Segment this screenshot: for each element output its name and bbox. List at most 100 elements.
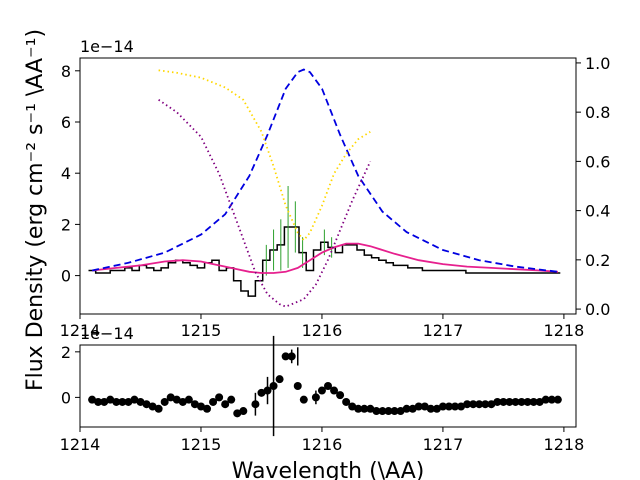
y-tick-label: 0 xyxy=(61,388,71,407)
residual-point xyxy=(469,400,478,409)
residual-point xyxy=(402,404,411,413)
observed-flux-line xyxy=(88,226,561,297)
residual-point xyxy=(239,407,248,416)
residual-point xyxy=(257,388,266,397)
top-plot-area xyxy=(79,57,577,315)
bottom-series-group xyxy=(88,335,562,437)
residual-point xyxy=(451,402,460,411)
residual-point xyxy=(160,397,169,406)
top-y-axis: 0 2 4 6 8 xyxy=(61,62,80,286)
intrinsic-profile-line xyxy=(91,68,559,273)
transmission-curve-1 xyxy=(158,69,371,242)
x-tick-label: 1215 xyxy=(181,321,222,340)
residual-point xyxy=(190,400,199,409)
y-tick-label: 0 xyxy=(61,267,71,286)
residual-point xyxy=(457,402,466,411)
residual-point xyxy=(511,397,520,406)
residual-point xyxy=(547,395,556,404)
residual-point xyxy=(154,404,163,413)
x-tick-label: 1215 xyxy=(181,435,222,454)
residual-point xyxy=(178,397,187,406)
bottom-y-axis: 02 xyxy=(61,343,80,407)
residual-point xyxy=(541,395,550,404)
residual-point xyxy=(378,407,387,416)
residual-point xyxy=(311,393,320,402)
residual-point xyxy=(251,400,260,409)
bottom-offset-label: 1e−14 xyxy=(80,324,134,343)
residual-point xyxy=(221,400,230,409)
residual-point xyxy=(317,386,326,395)
residual-point xyxy=(88,395,97,404)
residual-point xyxy=(118,397,127,406)
residual-point xyxy=(142,400,151,409)
residual-point xyxy=(529,397,538,406)
residual-point xyxy=(215,393,224,402)
x-tick-label: 1214 xyxy=(60,435,101,454)
transmission-curve-2 xyxy=(158,99,372,308)
top-series-group xyxy=(88,68,561,308)
residual-point xyxy=(523,397,532,406)
residual-point xyxy=(487,400,496,409)
residual-point xyxy=(481,400,490,409)
bottom-panel: 1214 1215 1216 1217 1218 02 1e−14 xyxy=(60,324,585,454)
y2-tick-label: 0.6 xyxy=(585,152,610,171)
residual-point xyxy=(414,402,423,411)
residual-point xyxy=(366,404,375,413)
model-flux-line xyxy=(92,242,558,274)
top-x-axis: 1214 1215 1216 1217 1218 xyxy=(60,314,585,340)
residual-point xyxy=(130,395,139,404)
x-tick-label: 1216 xyxy=(302,435,343,454)
y-tick-label: 6 xyxy=(61,113,71,132)
residual-point xyxy=(196,402,205,411)
residual-point xyxy=(293,382,302,390)
y2-tick-label: 1.0 xyxy=(585,54,610,73)
residual-point xyxy=(499,397,508,406)
top-y2-axis: 0.0 0.2 0.4 0.6 0.8 1.0 xyxy=(576,54,610,319)
y2-tick-label: 0.0 xyxy=(585,300,610,319)
residual-point xyxy=(535,397,544,406)
y2-tick-label: 0.8 xyxy=(585,103,610,122)
residual-point xyxy=(517,397,526,406)
y-tick-label: 8 xyxy=(61,62,71,81)
y2-tick-label: 0.4 xyxy=(585,202,610,221)
residual-point xyxy=(426,404,435,413)
residual-point xyxy=(360,404,369,413)
top-offset-label: 1e−14 xyxy=(80,37,134,56)
y-tick-label: 4 xyxy=(61,164,71,183)
residual-point xyxy=(172,395,181,404)
x-tick-label: 1218 xyxy=(544,435,585,454)
residual-point xyxy=(432,404,441,413)
residual-point xyxy=(166,393,175,402)
residual-point xyxy=(463,400,472,409)
residual-point xyxy=(263,386,272,395)
residual-point xyxy=(390,407,399,416)
x-tick-label: 1218 xyxy=(544,321,585,340)
residual-point xyxy=(408,404,417,413)
y2-tick-label: 0.2 xyxy=(585,251,610,270)
bottom-x-axis: 1214 1215 1216 1217 1218 xyxy=(60,427,585,454)
residual-point xyxy=(148,402,157,411)
residual-point xyxy=(396,407,405,416)
residual-point xyxy=(233,409,242,418)
x-tick-label: 1214 xyxy=(60,321,101,340)
residual-point xyxy=(136,397,145,406)
residual-point xyxy=(420,402,429,411)
y-axis-label: Flux Density (erg cm⁻² s⁻¹ \AA⁻¹) xyxy=(23,29,48,391)
residual-point xyxy=(112,397,121,406)
y-tick-label: 2 xyxy=(61,215,71,234)
residual-point xyxy=(475,400,484,409)
residual-point xyxy=(184,395,193,404)
residual-point xyxy=(275,375,284,384)
residual-point xyxy=(505,397,514,406)
residual-point xyxy=(336,391,345,400)
residual-point xyxy=(203,404,212,413)
residual-point xyxy=(281,352,290,361)
x-tick-label: 1216 xyxy=(302,321,343,340)
residual-point xyxy=(299,395,308,404)
residual-point xyxy=(444,402,453,411)
residual-point xyxy=(106,395,115,404)
x-tick-label: 1217 xyxy=(423,321,464,340)
residual-point xyxy=(354,404,363,413)
